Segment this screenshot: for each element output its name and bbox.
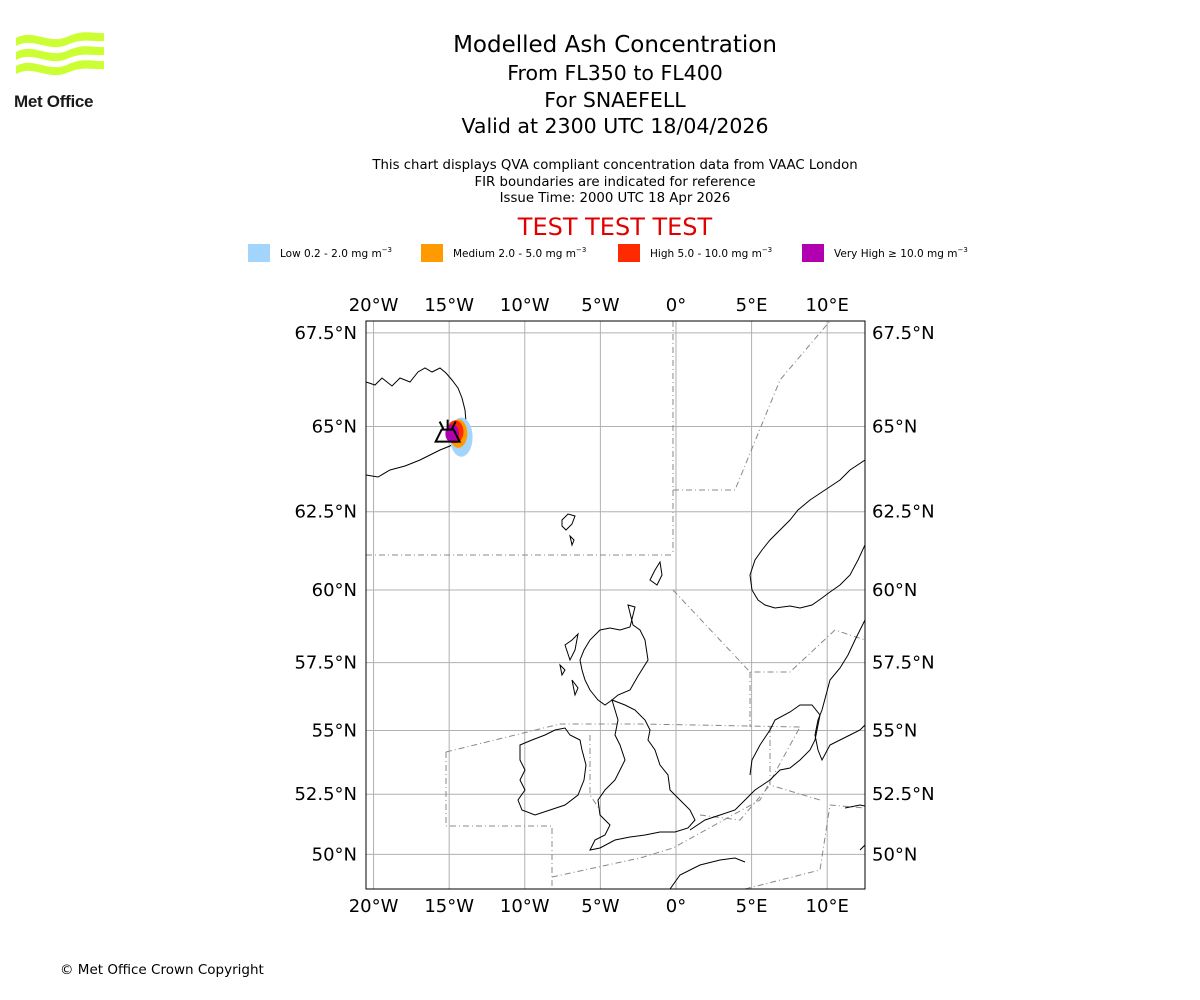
graticule <box>366 321 865 889</box>
coast-ireland <box>517 727 587 816</box>
coastlines <box>366 367 865 889</box>
legend-swatch-high <box>618 244 640 262</box>
fir-line-shanwick-north <box>445 723 801 753</box>
top-lon-label-2: 10°W <box>500 295 550 316</box>
right-lat-label-7: 50°N <box>872 844 917 865</box>
left-lat-label-7: 50°N <box>312 844 357 865</box>
axis-tick-labels: 20°W 20°W 15°W 15°W 10°W 10°W 5°W 5°W 0° 0° 5°E 5°E… <box>294 295 934 917</box>
copyright-notice: © Met Office Crown Copyright <box>60 962 264 978</box>
coast-scotland <box>579 604 649 706</box>
volcano-symbol <box>434 419 462 443</box>
right-lat-label-6: 52.5°N <box>872 784 935 805</box>
fir-line-norway-west <box>673 321 831 491</box>
top-lon-label-1: 15°W <box>424 295 474 316</box>
fir-line-north-sea-east <box>672 589 865 673</box>
top-lon-label-6: 10°E <box>806 295 849 316</box>
chart-title: Modelled Ash Concentration <box>453 32 777 58</box>
right-lat-label-4: 57.5°N <box>872 653 935 674</box>
description-line-2: FIR boundaries are indicated for referen… <box>474 174 756 190</box>
coast-shetland <box>649 560 663 586</box>
legend-swatch-low <box>248 244 270 262</box>
flight-level-range: From FL350 to FL400 <box>507 61 723 85</box>
coast-hebrides <box>559 632 579 697</box>
top-lon-label-5: 5°E <box>736 295 768 316</box>
fir-line-benelux <box>769 727 821 801</box>
issue-time: Issue Time: 2000 UTC 18 Apr 2026 <box>499 191 731 206</box>
coast-sweden-denmark <box>814 619 865 762</box>
legend-swatch-medium <box>421 244 443 262</box>
fir-line-channel <box>551 726 801 878</box>
right-lat-label-1: 65°N <box>872 416 917 437</box>
coast-england-wales <box>589 699 696 851</box>
chart-description: This chart displays QVA compliant concen… <box>315 158 915 208</box>
coast-europe-mainland <box>689 704 821 831</box>
fir-boundaries <box>366 321 865 889</box>
valid-time: Valid at 2300 UTC 18/04/2026 <box>461 114 769 138</box>
right-lat-label-0: 67.5°N <box>872 323 935 344</box>
fir-line-shanwick <box>445 752 553 889</box>
legend-swatch-very-high <box>802 244 824 262</box>
fir-line-germany <box>744 804 865 889</box>
description-line-1: This chart displays QVA compliant concen… <box>372 158 858 173</box>
left-lat-label-4: 57.5°N <box>294 653 357 674</box>
left-lat-label-3: 60°N <box>312 580 357 601</box>
met-office-logo-icon <box>16 32 104 76</box>
legend-label-high: High 5.0 - 10.0 mg m−3 <box>650 246 773 260</box>
bottom-lon-label-1: 15°W <box>424 896 474 917</box>
coast-norway <box>749 459 865 609</box>
legend-label-low: Low 0.2 - 2.0 mg m−3 <box>280 246 393 260</box>
bottom-lon-label-6: 10°E <box>806 896 849 917</box>
right-lat-label-5: 55°N <box>872 720 917 741</box>
bottom-lon-label-4: 0° <box>666 896 686 917</box>
top-lon-label-4: 0° <box>666 295 686 316</box>
coast-france-north <box>669 857 746 889</box>
left-lat-label-6: 52.5°N <box>294 784 357 805</box>
legend-label-very-high: Very High ≥ 10.0 mg m−3 <box>834 246 968 260</box>
coast-baltic <box>844 804 865 851</box>
left-lat-label-1: 65°N <box>312 416 357 437</box>
bottom-lon-label-3: 5°W <box>581 896 619 917</box>
bottom-lon-label-0: 20°W <box>349 896 399 917</box>
fir-line-belgium <box>699 784 771 821</box>
top-lon-label-0: 20°W <box>349 295 399 316</box>
chart-title-block: Modelled Ash Concentration From FL350 to… <box>365 30 865 140</box>
left-lat-label-5: 55°N <box>312 720 357 741</box>
bottom-lon-label-5: 5°E <box>736 896 768 917</box>
left-lat-label-2: 62.5°N <box>294 502 357 523</box>
volcano-name: For SNAEFELL <box>544 87 686 112</box>
top-lon-label-3: 5°W <box>581 295 619 316</box>
coast-faroe <box>561 513 576 547</box>
met-office-wordmark: Met Office <box>14 92 94 111</box>
volcano-marker-icon <box>434 419 462 443</box>
right-lat-label-3: 60°N <box>872 580 917 601</box>
coast-iceland <box>366 367 467 478</box>
test-banner: TEST TEST TEST <box>517 213 713 241</box>
left-lat-label-0: 67.5°N <box>294 323 357 344</box>
legend-label-medium: Medium 2.0 - 5.0 mg m−3 <box>453 246 587 260</box>
map-frame <box>365 320 866 890</box>
right-lat-label-2: 62.5°N <box>872 502 935 523</box>
bottom-lon-label-2: 10°W <box>500 896 550 917</box>
